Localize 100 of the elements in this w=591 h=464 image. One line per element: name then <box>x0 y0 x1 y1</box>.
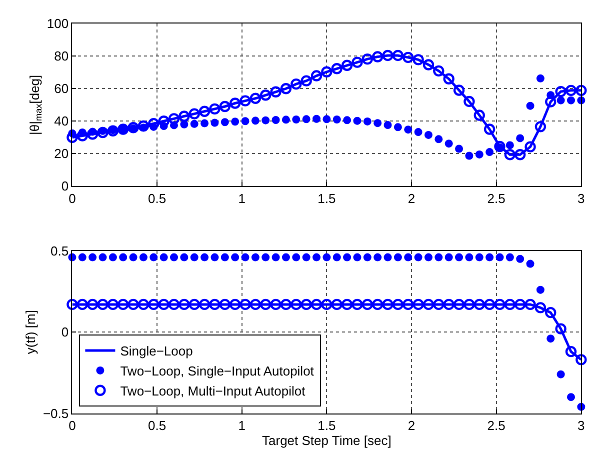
point <box>516 254 524 263</box>
point <box>394 123 402 132</box>
point <box>200 253 209 262</box>
point <box>322 115 331 124</box>
point <box>241 117 250 126</box>
point <box>504 149 516 160</box>
point <box>484 298 496 310</box>
point <box>331 298 342 310</box>
x-tick-label: 1 <box>238 190 246 206</box>
point <box>363 253 372 262</box>
point <box>118 298 129 310</box>
point <box>241 253 250 262</box>
point <box>455 253 464 262</box>
point <box>97 298 108 310</box>
point <box>526 260 534 268</box>
y-tick-label: 80 <box>54 48 69 64</box>
point <box>292 116 300 124</box>
point <box>372 51 384 62</box>
point <box>504 298 516 310</box>
point <box>229 98 241 109</box>
point <box>272 253 280 262</box>
point <box>534 302 546 314</box>
x-tick-label: 0.5 <box>148 190 166 206</box>
point <box>331 63 342 74</box>
point <box>434 253 443 262</box>
point <box>231 253 240 262</box>
y-tick-label: 0 <box>61 178 69 194</box>
point <box>534 121 546 132</box>
point <box>402 52 414 64</box>
point <box>424 253 432 262</box>
point <box>300 298 312 310</box>
point <box>464 298 475 310</box>
point <box>434 135 443 144</box>
point <box>220 253 229 262</box>
point <box>310 298 322 310</box>
point <box>332 116 341 124</box>
point <box>362 53 374 65</box>
point <box>424 130 432 139</box>
x-tick-label: 1.5 <box>318 190 336 206</box>
point <box>474 298 485 310</box>
point <box>321 66 332 78</box>
point <box>86 298 98 310</box>
point <box>382 298 394 310</box>
point <box>433 65 444 77</box>
point <box>290 78 302 90</box>
point <box>341 60 353 71</box>
point <box>372 298 384 310</box>
point <box>576 84 587 96</box>
point <box>382 50 394 62</box>
point <box>404 253 412 262</box>
point <box>231 118 240 126</box>
point <box>302 253 310 262</box>
point <box>566 96 575 104</box>
point <box>229 298 241 310</box>
point <box>188 108 200 120</box>
point <box>506 253 514 262</box>
point <box>270 298 282 310</box>
point <box>66 298 78 310</box>
x-tick-label: 2.5 <box>487 190 506 206</box>
point <box>78 253 86 262</box>
point <box>536 286 544 294</box>
point <box>322 253 331 262</box>
point <box>158 116 170 127</box>
point <box>486 148 494 156</box>
point <box>343 253 352 262</box>
point <box>546 334 555 343</box>
point <box>160 253 168 262</box>
point <box>514 149 526 160</box>
point <box>129 253 138 262</box>
point <box>394 253 402 262</box>
point <box>352 56 363 68</box>
point <box>300 75 312 86</box>
point <box>198 298 210 310</box>
point <box>280 83 292 94</box>
point <box>412 54 424 66</box>
point <box>66 132 78 143</box>
point <box>422 59 434 70</box>
point <box>514 298 526 310</box>
point <box>524 141 536 152</box>
y-tick-label: −0.5 <box>42 406 69 421</box>
point <box>353 116 362 125</box>
point <box>545 96 556 108</box>
x-tick-label: 1.5 <box>318 418 336 433</box>
y-axis-title: y(tf) [m] <box>22 310 38 354</box>
y-tick-label: 40 <box>54 114 69 129</box>
point <box>474 110 485 121</box>
point <box>565 346 577 358</box>
point <box>97 126 108 138</box>
point <box>98 253 107 262</box>
point <box>282 116 290 124</box>
point <box>332 253 341 262</box>
point <box>404 126 412 134</box>
point <box>496 253 504 262</box>
point <box>484 124 496 135</box>
point <box>475 253 484 262</box>
point <box>374 119 382 128</box>
point <box>262 116 270 124</box>
point <box>443 298 454 310</box>
point <box>178 298 190 310</box>
x-axis-title: Target Step Time [sec] <box>262 432 392 448</box>
